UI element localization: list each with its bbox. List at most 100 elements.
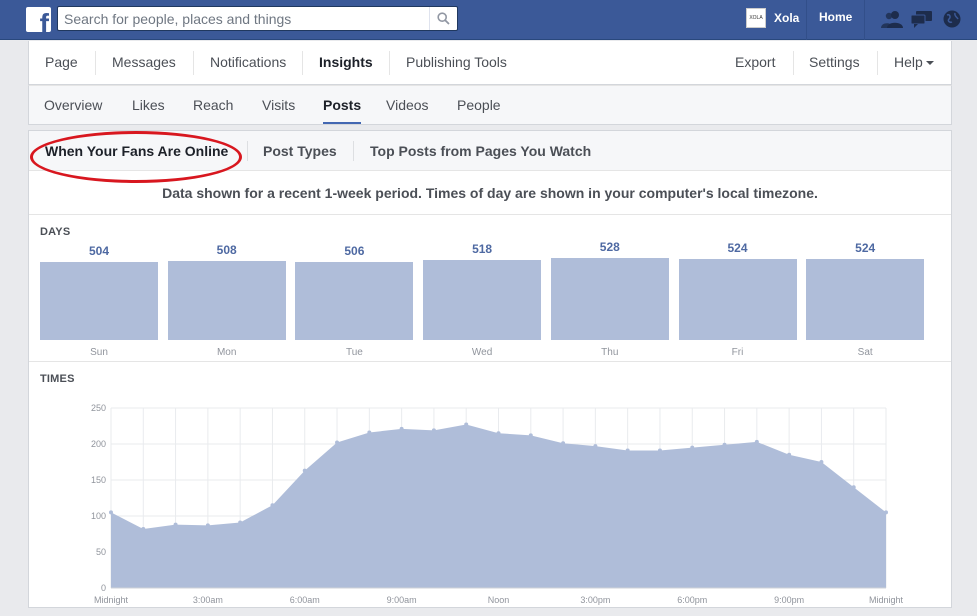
day-value-label: 524 (727, 240, 748, 255)
day-bar[interactable] (806, 258, 925, 340)
days-chart: DAYS 504 Sun 508 Mon 506 Tue 518 Wed 528 Thu 524 Fr… (29, 215, 951, 362)
day-bar[interactable] (295, 261, 414, 340)
account-name: Xola (774, 11, 800, 25)
search-button[interactable] (429, 7, 457, 30)
tab-post-types[interactable]: Post Types (263, 143, 337, 159)
notification-jewels (880, 8, 964, 30)
days-label: DAYS (40, 226, 71, 238)
messages-button[interactable] (910, 8, 934, 30)
nav-help[interactable]: Help (894, 41, 934, 84)
day-value-label: 528 (599, 240, 620, 255)
day-bar[interactable] (678, 258, 797, 340)
post-tabs: When Your Fans Are Online Post Types Top… (29, 131, 951, 183)
times-data-point (851, 485, 856, 490)
times-data-point (496, 431, 501, 436)
day-bar[interactable] (167, 261, 286, 340)
timezone-notice: Data shown for a recent 1-week period. T… (29, 171, 951, 215)
times-data-point (302, 468, 307, 473)
day-column: 508 Mon (167, 215, 286, 362)
day-column: 524 Sat (806, 215, 925, 362)
account-link[interactable]: XOLA Xola (746, 8, 799, 28)
search-icon (437, 12, 450, 25)
nav-notifications[interactable]: Notifications (210, 54, 287, 70)
nav-export[interactable]: Export (735, 54, 776, 70)
day-value-label: 518 (472, 241, 493, 256)
subnav-posts[interactable]: Posts (323, 86, 362, 124)
times-data-point (270, 503, 275, 508)
posts-insights-card: When Your Fans Are Online Post Types Top… (28, 130, 952, 608)
day-name-label: Sat (857, 347, 873, 358)
day-bar[interactable] (550, 258, 669, 340)
x-tick-label: 3:00pm (580, 595, 610, 605)
nav-messages[interactable]: Messages (112, 54, 176, 70)
tab-top-posts-pages-you-watch[interactable]: Top Posts from Pages You Watch (370, 143, 592, 159)
day-value-label: 524 (855, 240, 876, 255)
subnav-reach[interactable]: Reach (193, 97, 234, 113)
x-tick-label: 6:00pm (677, 595, 707, 605)
notifications-button[interactable] (940, 8, 964, 30)
top-bar: f XOLA Xola Home (0, 0, 977, 40)
x-tick-label: Noon (488, 595, 510, 605)
subnav-people[interactable]: People (457, 97, 501, 113)
subnav-likes[interactable]: Likes (132, 97, 165, 113)
day-name-label: Thu (601, 347, 619, 358)
day-column: 518 Wed (423, 215, 542, 362)
times-data-point (690, 445, 695, 450)
y-tick-label: 0 (101, 583, 106, 593)
nav-page[interactable]: Page (45, 54, 78, 70)
tab-divider (353, 141, 354, 161)
day-value-label: 504 (88, 244, 110, 258)
day-value-label: 508 (216, 243, 237, 258)
day-name-label: Fri (731, 347, 744, 358)
times-data-point (528, 433, 533, 438)
y-tick-label: 200 (91, 439, 106, 449)
page-nav: Page Messages Notifications Insights Pub… (28, 41, 952, 85)
nav-publishing-tools[interactable]: Publishing Tools (406, 54, 507, 70)
times-data-point (561, 441, 566, 446)
nav-settings[interactable]: Settings (809, 54, 860, 70)
times-data-point (884, 510, 888, 515)
y-tick-label: 150 (91, 475, 106, 485)
x-tick-label: 6:00am (290, 595, 320, 605)
times-data-point (787, 452, 792, 457)
x-tick-label: 9:00am (387, 595, 417, 605)
nav-insights[interactable]: Insights (319, 54, 373, 70)
day-name-label: Wed (471, 347, 493, 358)
messages-icon (911, 11, 932, 28)
nav-divider (193, 51, 194, 75)
times-area-chart: 0 50 100 150 200 250 Midnight 3:00am 6:00am 9:00a… (91, 403, 904, 605)
subnav-videos[interactable]: Videos (386, 97, 429, 113)
nav-divider (877, 51, 878, 75)
search-input[interactable] (58, 7, 428, 30)
day-column: 504 Sun (40, 215, 158, 362)
times-area-series (111, 424, 886, 588)
times-data-point (625, 448, 630, 453)
subnav-visits[interactable]: Visits (262, 97, 296, 113)
nav-divider (302, 51, 303, 75)
times-label: TIMES (40, 373, 75, 385)
y-tick-label: 50 (96, 547, 106, 557)
facebook-logo[interactable]: f (26, 7, 51, 32)
day-bar[interactable] (423, 259, 542, 340)
tab-when-fans-online[interactable]: When Your Fans Are Online (45, 143, 229, 159)
times-data-point (431, 428, 436, 433)
times-data-point (464, 422, 469, 427)
subnav-overview[interactable]: Overview (44, 97, 103, 113)
day-bar[interactable] (40, 262, 158, 340)
day-value-label: 506 (344, 243, 365, 258)
search-box (57, 6, 458, 31)
nav-divider (95, 51, 96, 75)
friend-requests-button[interactable] (880, 8, 904, 30)
y-tick-label: 100 (91, 511, 106, 521)
times-data-point (141, 526, 146, 531)
y-tick-label: 250 (91, 403, 106, 413)
x-tick-label: Midnight (869, 595, 904, 605)
times-data-point (238, 520, 243, 525)
times-data-point (335, 440, 340, 445)
home-link[interactable]: Home (806, 0, 866, 40)
facebook-logo-letter: f (39, 8, 49, 33)
nav-divider (389, 51, 390, 75)
day-column: 506 Tue (295, 215, 414, 362)
times-data-point (109, 510, 113, 515)
globe-icon (943, 10, 961, 28)
